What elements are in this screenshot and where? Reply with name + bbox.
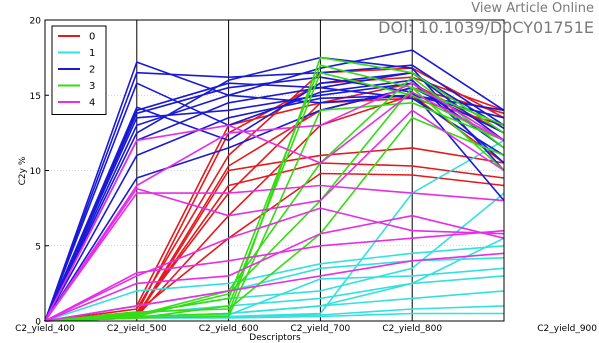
y-tick-label-5: 5 [35, 242, 41, 252]
series-2-line-1 [44, 64, 505, 322]
y-axis-label: C2y % [18, 156, 28, 185]
y-tick-label-20: 20 [30, 17, 42, 27]
series-4-line-0 [44, 82, 505, 322]
legend-label-0: 0 [89, 32, 95, 43]
x-axis-ticks: C2_yield_400 C2_yield_500 C2_yield_600 C2_y… [15, 324, 597, 334]
series-4-line-7 [44, 214, 505, 322]
legend: 0 1 2 3 4 [51, 25, 107, 115]
x-tick-label-C2_yield_800: C2_yield_800 [382, 324, 442, 334]
legend-label-2: 2 [89, 65, 95, 76]
series-3-line-6 [44, 102, 505, 322]
x-tick-label-C2_yield_400: C2_yield_400 [15, 324, 75, 334]
legend-box [51, 25, 107, 115]
series-3-line-4 [44, 86, 505, 322]
legend-label-1: 1 [89, 48, 95, 59]
series-4-line-2 [44, 229, 505, 322]
series-4-line-1 [44, 184, 505, 322]
x-tick-label-C2_yield_900: C2_yield_900 [537, 324, 597, 334]
series-2-line-2 [44, 71, 505, 322]
view-article-online-link[interactable]: View Article Online [471, 1, 594, 16]
x-tick-label-C2_yield_700: C2_yield_700 [291, 324, 351, 334]
series-4-line-3 [44, 207, 505, 322]
series-2-line-7 [44, 76, 505, 322]
y-axis-ticks: 0 5 10 15 20 [30, 17, 49, 328]
y-tick-label-10: 10 [30, 167, 42, 177]
legend-label-4: 4 [89, 98, 95, 109]
series-2-line-11 [44, 94, 505, 322]
series-3-line-5 [44, 117, 505, 322]
series-lines [44, 49, 505, 322]
legend-label-3: 3 [89, 81, 95, 92]
x-axis-label: Descriptors [249, 333, 301, 343]
series-4-line-6 [44, 109, 505, 322]
y-tick-label-15: 15 [30, 92, 41, 102]
x-tick-label-C2_yield_600: C2_yield_600 [199, 324, 259, 334]
x-tick-label-C2_yield_500: C2_yield_500 [107, 324, 167, 334]
series-1-line-3 [44, 245, 505, 322]
doi-text: DOI: 10.1039/D0CY01751E [378, 18, 594, 37]
y-tick-label-0: 0 [35, 318, 41, 328]
series-3-line-3 [44, 76, 505, 322]
series-2-line-4 [44, 56, 505, 322]
series-4-line-4 [44, 252, 505, 322]
series-4-line-5 [44, 91, 505, 322]
series-3-line-1 [44, 64, 505, 322]
